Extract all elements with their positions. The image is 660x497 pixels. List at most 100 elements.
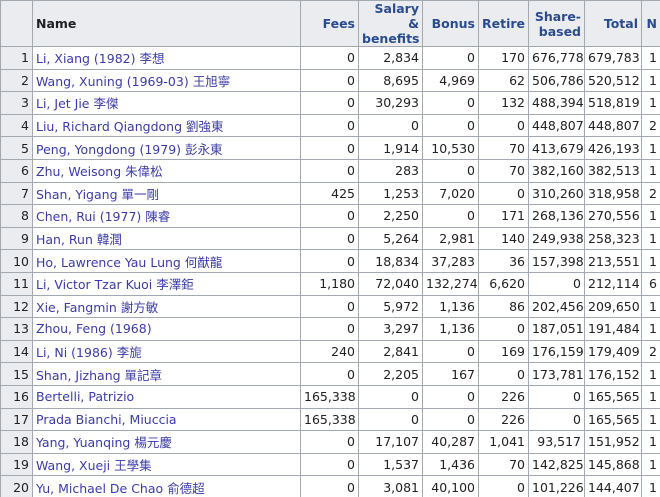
- cell: 249,938: [528, 226, 585, 251]
- table-row: 15 Shan, Jizhang 單記章 0 2,205 167 0 173,781 176,…: [0, 362, 660, 386]
- table-row: 6 Zhu, Weisong 朱偉松 0 283 0 70 382,160 382,513 1: [0, 158, 660, 183]
- cell: 1: [641, 317, 660, 341]
- person-link[interactable]: Yu, Michael De Chao 俞德超: [32, 475, 301, 497]
- table-row: 2 Wang, Xuning (1969-03) 王旭寧 0 8,695 4,969 62…: [0, 68, 660, 93]
- cell: 1: [641, 204, 660, 228]
- cell: 0: [300, 226, 359, 251]
- cell: 5,972: [358, 294, 423, 319]
- cell: 0: [422, 204, 479, 228]
- column-header[interactable]: Name: [32, 0, 301, 47]
- cell: 3,081: [358, 475, 423, 497]
- cell: 165,338: [300, 384, 359, 409]
- cell: 0: [422, 158, 479, 183]
- table-row: 3 Li, Jet Jie 李傑 0 30,293 0 132 488,394 518,819…: [0, 91, 660, 115]
- cell: 17,107: [358, 430, 423, 454]
- cell: 1,436: [422, 452, 479, 477]
- cell: 132,274: [422, 271, 479, 296]
- table-row: 19 Wang, Xueji 王學集 0 1,537 1,436 70 142,825 145…: [0, 452, 660, 477]
- cell: 202,456: [528, 294, 585, 319]
- column-header[interactable]: Salary & benefits: [358, 0, 423, 47]
- cell: 0: [300, 46, 359, 70]
- column-header[interactable]: Total: [584, 0, 642, 47]
- person-link[interactable]: Li, Ni (1986) 李旎: [32, 339, 301, 364]
- cell: 1,180: [300, 271, 359, 296]
- person-link[interactable]: Liu, Richard Qiangdong 劉強東: [32, 113, 301, 138]
- cell: 426,193: [584, 136, 642, 160]
- person-link[interactable]: Bertelli, Patrizio: [32, 384, 301, 409]
- cell: 0: [300, 249, 359, 273]
- person-link[interactable]: Li, Victor Tzar Kuoi 李澤鉅: [32, 271, 301, 296]
- cell: 0: [300, 136, 359, 160]
- person-link[interactable]: Wang, Xueji 王學集: [32, 452, 301, 477]
- cell: 382,160: [528, 158, 585, 183]
- cell: 169: [478, 339, 529, 364]
- person-link[interactable]: Prada Bianchi, Miuccia: [32, 407, 301, 432]
- cell: 506,786: [528, 68, 585, 93]
- cell: 1: [641, 136, 660, 160]
- cell: 101,226: [528, 475, 585, 497]
- table-row: 14 Li, Ni (1986) 李旎 240 2,841 0 169 176,159 179…: [0, 339, 660, 364]
- person-link[interactable]: Li, Xiang (1982) 李想: [32, 46, 301, 70]
- cell: 165,565: [584, 384, 642, 409]
- cell: 18,834: [358, 249, 423, 273]
- cell: 10,530: [422, 136, 479, 160]
- cell: 93,517: [528, 430, 585, 454]
- row-index: 15: [0, 362, 33, 386]
- person-link[interactable]: Shan, Jizhang 單記章: [32, 362, 301, 386]
- cell: 165,338: [300, 407, 359, 432]
- cell: 0: [528, 384, 585, 409]
- person-link[interactable]: Yang, Yuanqing 楊元慶: [32, 430, 301, 454]
- row-index: 7: [0, 181, 33, 206]
- cell: 2,250: [358, 204, 423, 228]
- cell: 1,914: [358, 136, 423, 160]
- table-row: 16 Bertelli, Patrizio 165,338 0 0 226 0 165,565…: [0, 384, 660, 409]
- cell: 142,825: [528, 452, 585, 477]
- person-link[interactable]: Ho, Lawrence Yau Lung 何猷龍: [32, 249, 301, 273]
- cell: 151,952: [584, 430, 642, 454]
- cell: 8,695: [358, 68, 423, 93]
- cell: 0: [300, 68, 359, 93]
- cell: 448,807: [528, 113, 585, 138]
- person-link[interactable]: Wang, Xuning (1969-03) 王旭寧: [32, 68, 301, 93]
- person-link[interactable]: Shan, Yigang 單一剛: [32, 181, 301, 206]
- cell: 70: [478, 452, 529, 477]
- cell: 213,551: [584, 249, 642, 273]
- person-link[interactable]: Xie, Fangmin 謝方敏: [32, 294, 301, 319]
- cell: 1: [641, 46, 660, 70]
- person-link[interactable]: Chen, Rui (1977) 陳睿: [32, 204, 301, 228]
- cell: 0: [422, 407, 479, 432]
- cell: 0: [478, 113, 529, 138]
- cell: 0: [300, 317, 359, 341]
- cell: 1,253: [358, 181, 423, 206]
- person-link[interactable]: Zhou, Feng (1968): [32, 317, 301, 341]
- person-link[interactable]: Peng, Yongdong (1979) 彭永東: [32, 136, 301, 160]
- cell: 0: [422, 339, 479, 364]
- row-index: 8: [0, 204, 33, 228]
- person-link[interactable]: Han, Run 韓潤: [32, 226, 301, 251]
- column-header[interactable]: Retire: [478, 0, 529, 47]
- column-header[interactable]: Share-based: [528, 0, 585, 47]
- cell: 0: [300, 91, 359, 115]
- cell: 1: [641, 68, 660, 93]
- cell: 212,114: [584, 271, 642, 296]
- cell: 187,051: [528, 317, 585, 341]
- person-link[interactable]: Li, Jet Jie 李傑: [32, 91, 301, 115]
- cell: 0: [422, 384, 479, 409]
- cell: 1: [641, 362, 660, 386]
- cell: 6,620: [478, 271, 529, 296]
- cell: 3,297: [358, 317, 423, 341]
- cell: 2: [641, 181, 660, 206]
- column-header[interactable]: N: [641, 0, 660, 47]
- cell: 1: [641, 294, 660, 319]
- row-index: 13: [0, 317, 33, 341]
- column-header[interactable]: Bonus: [422, 0, 479, 47]
- cell: 86: [478, 294, 529, 319]
- row-index: 3: [0, 91, 33, 115]
- cell: 0: [300, 294, 359, 319]
- person-link[interactable]: Zhu, Weisong 朱偉松: [32, 158, 301, 183]
- row-index: 5: [0, 136, 33, 160]
- cell: 676,778: [528, 46, 585, 70]
- column-header[interactable]: Fees: [300, 0, 359, 47]
- row-index: 4: [0, 113, 33, 138]
